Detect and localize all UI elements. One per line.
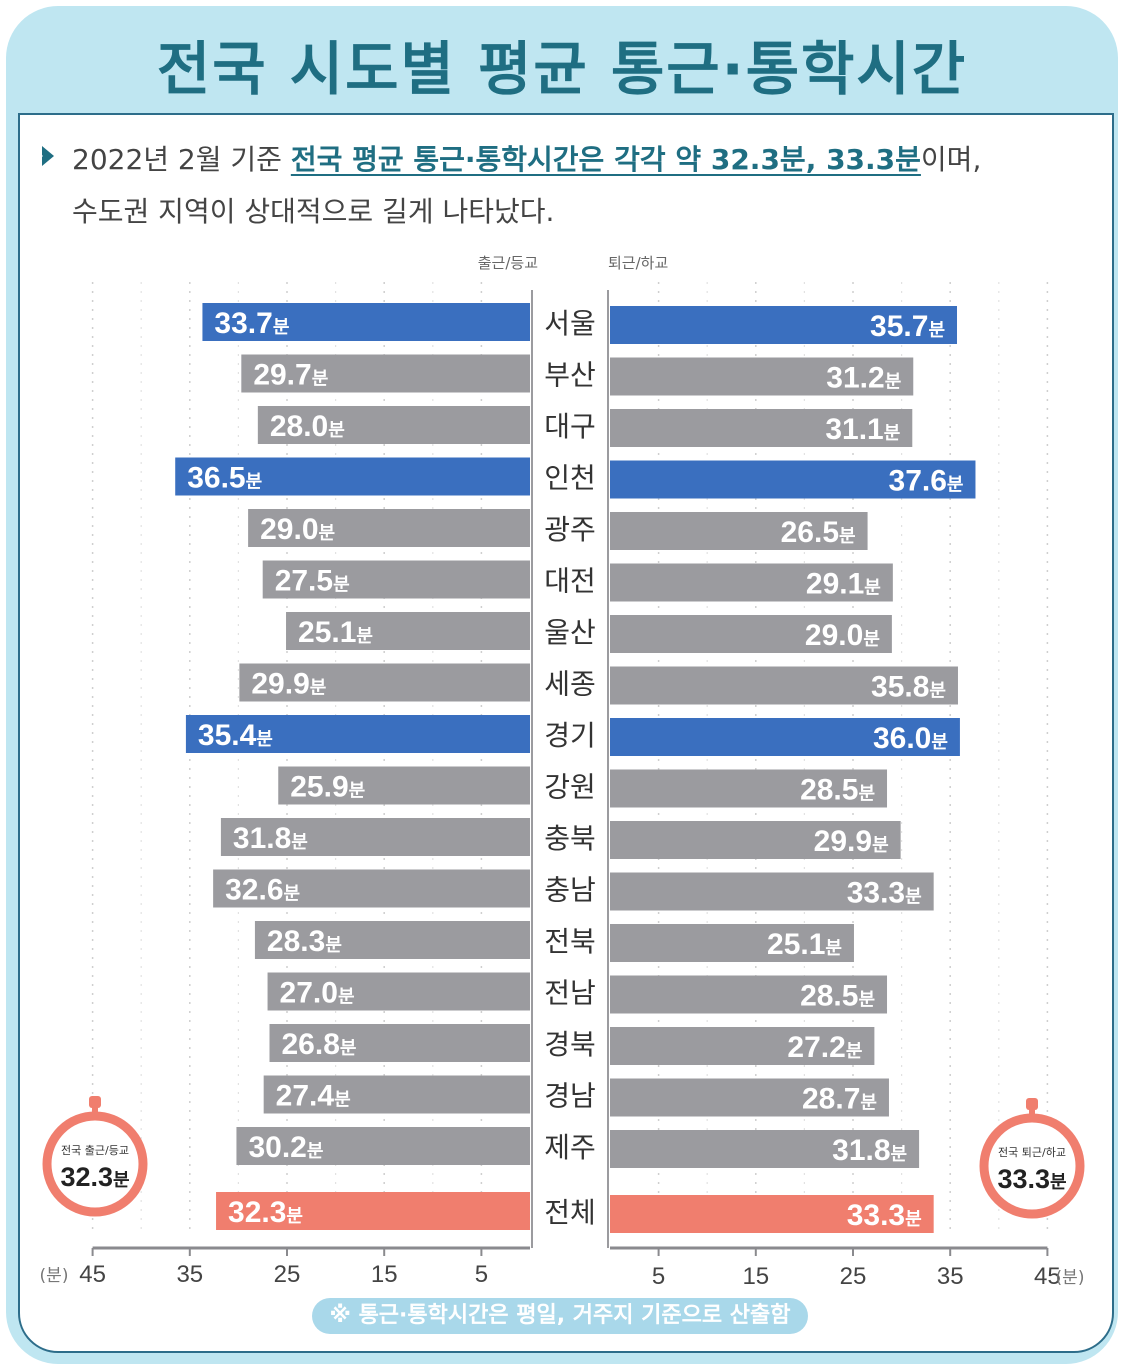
category-label-대구: 대구 bbox=[544, 410, 596, 443]
bar-right-경기 bbox=[610, 718, 960, 756]
left-series-label: 출근/등교 bbox=[478, 254, 538, 272]
category-label-경기: 경기 bbox=[544, 719, 596, 752]
intro-post: 이며, bbox=[920, 143, 982, 176]
bar-right-강원 bbox=[610, 769, 888, 808]
bar-right-경북 bbox=[610, 1027, 875, 1065]
intro-line2: 수도권 지역이 상대적으로 길게 나타났다. bbox=[72, 195, 555, 228]
intro-pre: 2022년 2월 기준 bbox=[72, 143, 291, 176]
intro-highlight: 전국 평균 통근·통학시간은 각각 약 32.3분, 33.3분 bbox=[290, 143, 921, 176]
value-label-right-전체: 33.3분 bbox=[847, 1199, 922, 1232]
axis-unit-left: (분) bbox=[40, 1266, 69, 1286]
badge-label-0: 전국 출근/등교 bbox=[61, 1144, 129, 1157]
bar-left-전남 bbox=[267, 972, 530, 1011]
bar-left-광주 bbox=[248, 509, 530, 547]
axis-unit-right: (분) bbox=[1056, 1268, 1085, 1288]
bar-left-서울 bbox=[202, 303, 530, 341]
badge-label-1: 전국 퇴근/하교 bbox=[998, 1145, 1066, 1159]
category-label-부산: 부산 bbox=[544, 359, 596, 392]
bar-right-제주 bbox=[610, 1130, 920, 1168]
stopwatch-stem-icon-0 bbox=[92, 1106, 98, 1114]
stopwatch-crown-icon-0 bbox=[89, 1096, 101, 1108]
category-label-세종: 세종 bbox=[544, 668, 596, 701]
bar-left-인천 bbox=[175, 457, 530, 496]
bar-left-경기 bbox=[185, 715, 531, 753]
category-label-인천: 인천 bbox=[544, 462, 596, 495]
chevron-right-icon bbox=[36, 146, 54, 166]
tick-label-right-5: 5 bbox=[652, 1263, 665, 1290]
bar-right-충북 bbox=[610, 821, 901, 859]
category-label-충북: 충북 bbox=[544, 822, 596, 855]
bar-right-전체 bbox=[610, 1195, 934, 1233]
bar-right-대구 bbox=[610, 409, 913, 447]
stopwatch-icon-0 bbox=[42, 1111, 148, 1217]
bar-left-울산 bbox=[286, 612, 530, 650]
bar-left-충북 bbox=[220, 818, 531, 856]
category-label-광주: 광주 bbox=[544, 513, 596, 546]
category-label-전남: 전남 bbox=[544, 977, 596, 1010]
footnote: ※ 통근·통학시간은 평일, 거주지 기준으로 산출함 bbox=[312, 1298, 808, 1334]
bar-right-충남 bbox=[610, 872, 934, 911]
bar-left-대전 bbox=[262, 560, 530, 599]
value-label-left-대전: 27.5분 bbox=[275, 565, 350, 598]
value-label-right-대구: 31.1분 bbox=[825, 413, 900, 446]
bar-left-경북 bbox=[269, 1024, 530, 1062]
bar-left-전체 bbox=[216, 1192, 530, 1230]
page-title: 전국 시도별 평균 통근·통학시간 bbox=[156, 35, 968, 103]
bar-right-인천 bbox=[610, 460, 976, 499]
bar-right-전북 bbox=[610, 924, 854, 962]
tick-label-left-25: 25 bbox=[274, 1261, 301, 1288]
bar-right-대전 bbox=[610, 563, 893, 602]
tick-label-left-35: 35 bbox=[176, 1261, 203, 1288]
tick-label-right-45: 45 bbox=[1034, 1263, 1061, 1290]
bar-left-부산 bbox=[241, 354, 531, 393]
bar-right-세종 bbox=[610, 666, 958, 705]
tick-label-right-15: 15 bbox=[742, 1263, 769, 1290]
category-label-전체: 전체 bbox=[544, 1196, 596, 1229]
bar-right-서울 bbox=[610, 306, 958, 344]
category-label-강원: 강원 bbox=[544, 771, 596, 804]
category-label-울산: 울산 bbox=[544, 616, 596, 649]
bar-left-전북 bbox=[254, 921, 530, 959]
value-label-right-충남: 33.3분 bbox=[847, 877, 922, 910]
category-label-제주: 제주 bbox=[544, 1131, 596, 1164]
bar-left-경남 bbox=[263, 1075, 530, 1114]
intro-text: 2022년 2월 기준 전국 평균 통근·통학시간은 각각 약 32.3분, 3… bbox=[72, 134, 1092, 238]
stopwatch-icon-1 bbox=[979, 1113, 1085, 1219]
bar-left-강원 bbox=[278, 766, 530, 805]
category-label-서울: 서울 bbox=[544, 307, 596, 340]
right-series-label: 퇴근/하교 bbox=[608, 254, 668, 272]
bar-left-충남 bbox=[213, 869, 531, 908]
bar-right-울산 bbox=[610, 615, 892, 653]
category-label-전북: 전북 bbox=[544, 925, 596, 958]
stopwatch-crown-icon-1 bbox=[1026, 1098, 1038, 1110]
tick-label-right-25: 25 bbox=[840, 1263, 867, 1290]
bar-right-광주 bbox=[610, 512, 868, 550]
tick-label-right-35: 35 bbox=[937, 1263, 964, 1290]
category-label-경남: 경남 bbox=[544, 1080, 596, 1113]
tick-label-left-45: 45 bbox=[79, 1261, 106, 1288]
tick-label-left-5: 5 bbox=[475, 1261, 488, 1288]
category-label-경북: 경북 bbox=[544, 1028, 596, 1061]
tick-label-left-15: 15 bbox=[371, 1261, 398, 1288]
bar-right-부산 bbox=[610, 357, 914, 396]
bar-left-대구 bbox=[257, 406, 530, 444]
bar-right-경남 bbox=[610, 1078, 889, 1117]
bar-left-제주 bbox=[236, 1127, 530, 1165]
stopwatch-stem-icon-1 bbox=[1029, 1108, 1035, 1116]
category-label-충남: 충남 bbox=[544, 874, 596, 907]
bar-right-전남 bbox=[610, 975, 888, 1014]
category-label-대전: 대전 bbox=[544, 565, 596, 598]
bar-left-세종 bbox=[239, 663, 530, 702]
